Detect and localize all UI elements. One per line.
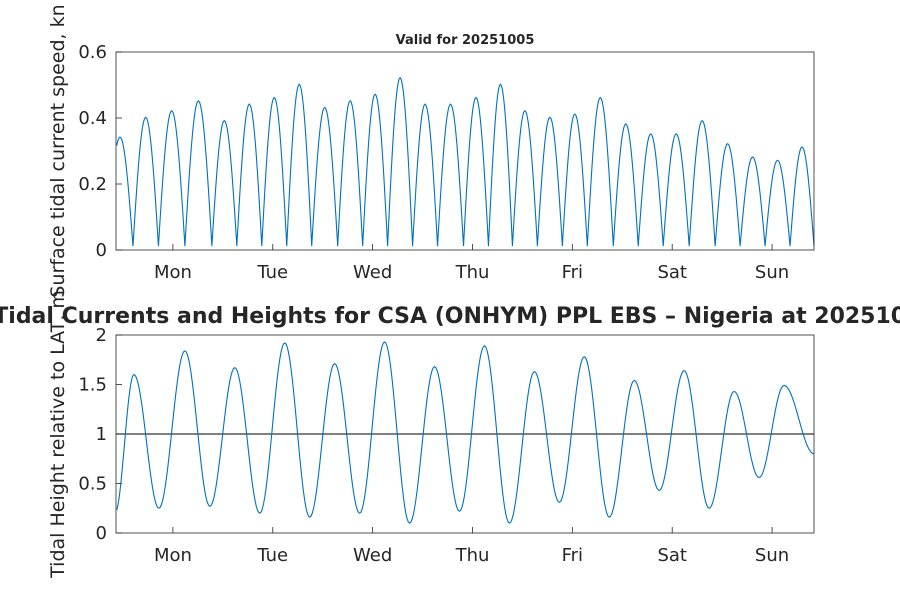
current-y-tick-label: 0.6 <box>78 42 107 63</box>
height-y-tick-label: 0 <box>96 523 107 544</box>
height-y-tick-label: 0.5 <box>78 474 107 495</box>
height-y-axis-label: Tidal Height relative to LAT, m <box>47 290 69 579</box>
height-y-tick-label: 2 <box>96 325 107 346</box>
current-x-tick-label: Mon <box>154 262 192 283</box>
current-x-tick-label: Sun <box>755 262 789 283</box>
current-x-tick-label: Wed <box>353 262 392 283</box>
current-chart-title: Valid for 20251005 <box>396 33 535 48</box>
current-x-tick-label: Tue <box>256 262 288 283</box>
height-x-tick-label: Thu <box>455 545 490 566</box>
height-y-tick-label: 1 <box>96 424 107 445</box>
height-x-tick-label: Wed <box>353 545 392 566</box>
current-speed-series-line <box>116 76 815 247</box>
height-y-tick-label: 1.5 <box>78 375 107 396</box>
current-speed-panel: 0 0.2 0.4 0.6 Mon Tue Wed Thu Fri Sat Sun Valid f… <box>47 4 815 298</box>
height-x-tick-label: Mon <box>154 545 192 566</box>
current-x-ticks: Mon Tue Wed Thu Fri Sat Sun <box>154 244 789 283</box>
tidal-height-panel: 0 0.5 1 1.5 2 Mon Tue Wed Thu Fri Sat Sun Tidal Cu… <box>0 290 900 579</box>
current-y-axis-label: Surface tidal current speed, kn <box>47 4 69 297</box>
main-chart-title: Tidal Currents and Heights for CSA (ONHY… <box>0 304 900 329</box>
height-x-tick-label: Sun <box>755 545 789 566</box>
current-y-ticks: 0 0.2 0.4 0.6 <box>78 42 122 261</box>
height-x-ticks: Mon Tue Wed Thu Fri Sat Sun <box>154 527 789 566</box>
tidal-height-series-line <box>116 341 815 524</box>
current-y-tick-label: 0.4 <box>78 108 107 129</box>
current-plot-frame <box>115 51 815 251</box>
current-x-tick-label: Thu <box>455 262 490 283</box>
current-y-tick-label: 0.2 <box>78 174 107 195</box>
height-x-tick-label: Tue <box>256 545 288 566</box>
height-x-tick-label: Fri <box>562 545 583 566</box>
height-plot-frame <box>115 334 815 534</box>
current-y-tick-label: 0 <box>96 240 107 261</box>
height-x-tick-label: Sat <box>657 545 687 566</box>
current-x-tick-label: Fri <box>562 262 583 283</box>
current-x-tick-label: Sat <box>657 262 687 283</box>
height-y-ticks: 0 0.5 1 1.5 2 <box>78 325 122 544</box>
